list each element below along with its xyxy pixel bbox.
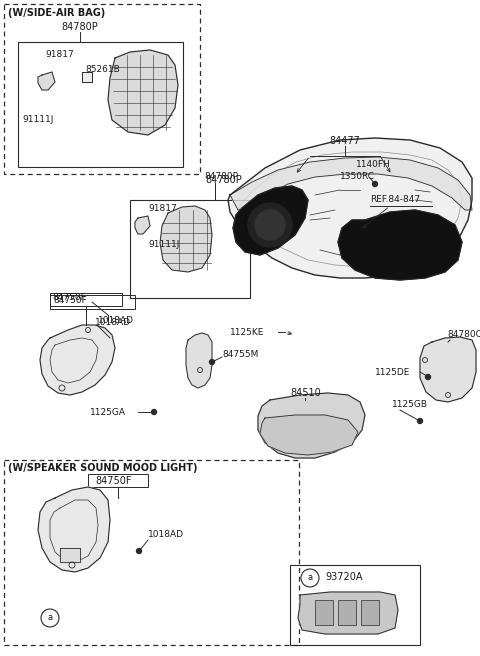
Text: 91817: 91817: [45, 50, 74, 59]
Text: 91817: 91817: [148, 204, 177, 213]
Polygon shape: [38, 487, 110, 572]
Circle shape: [209, 359, 215, 365]
Polygon shape: [40, 325, 115, 395]
Text: 85261B: 85261B: [85, 65, 120, 74]
Polygon shape: [258, 393, 365, 458]
Circle shape: [418, 419, 422, 424]
Circle shape: [136, 548, 142, 554]
Polygon shape: [260, 415, 358, 455]
Bar: [315, 600, 333, 625]
Circle shape: [255, 210, 285, 240]
Text: 1018AD: 1018AD: [98, 316, 134, 325]
Circle shape: [372, 182, 377, 186]
Circle shape: [248, 203, 292, 247]
Polygon shape: [108, 50, 178, 135]
Polygon shape: [160, 206, 212, 272]
Text: 93720A: 93720A: [325, 572, 362, 582]
Text: 84780Q: 84780Q: [447, 330, 480, 339]
Text: a: a: [307, 573, 312, 583]
Text: 1018AD: 1018AD: [95, 318, 131, 327]
Polygon shape: [38, 72, 55, 90]
Bar: [338, 600, 356, 625]
Circle shape: [425, 375, 431, 380]
Text: 84755M: 84755M: [222, 350, 258, 359]
Text: 1350RC: 1350RC: [340, 172, 375, 181]
Polygon shape: [298, 592, 398, 634]
Polygon shape: [228, 138, 472, 278]
Bar: [361, 600, 379, 625]
Polygon shape: [233, 186, 308, 255]
Circle shape: [152, 409, 156, 415]
Text: 84477: 84477: [330, 136, 360, 146]
Polygon shape: [135, 216, 150, 234]
Text: 84750F: 84750F: [53, 296, 87, 305]
Text: 1140FH: 1140FH: [356, 160, 391, 169]
Text: 91111J: 91111J: [148, 240, 180, 249]
Text: 91111J: 91111J: [22, 115, 53, 124]
Text: REF.84-847: REF.84-847: [370, 195, 420, 204]
Text: 1125DE: 1125DE: [375, 368, 410, 377]
Polygon shape: [322, 428, 344, 446]
Text: 84780P: 84780P: [205, 175, 242, 185]
Text: 1125GB: 1125GB: [392, 400, 428, 409]
Polygon shape: [60, 548, 80, 562]
Text: (W/SIDE-AIR BAG): (W/SIDE-AIR BAG): [8, 8, 105, 18]
Text: (W/SPEAKER SOUND MOOD LIGHT): (W/SPEAKER SOUND MOOD LIGHT): [8, 463, 197, 473]
Polygon shape: [420, 337, 476, 402]
Text: 84780P: 84780P: [61, 22, 98, 32]
Text: 84780P: 84780P: [204, 172, 238, 181]
Text: 84510: 84510: [290, 388, 321, 398]
Text: 1018AD: 1018AD: [148, 530, 184, 539]
Polygon shape: [230, 157, 472, 210]
Polygon shape: [82, 72, 92, 82]
Text: 1125GA: 1125GA: [90, 408, 126, 417]
Polygon shape: [338, 210, 462, 280]
Text: 84750F: 84750F: [95, 476, 132, 486]
Text: a: a: [48, 613, 53, 623]
Polygon shape: [186, 333, 212, 388]
Polygon shape: [278, 428, 318, 446]
Text: 84750F: 84750F: [52, 293, 86, 302]
Text: 1125KE: 1125KE: [230, 328, 264, 337]
